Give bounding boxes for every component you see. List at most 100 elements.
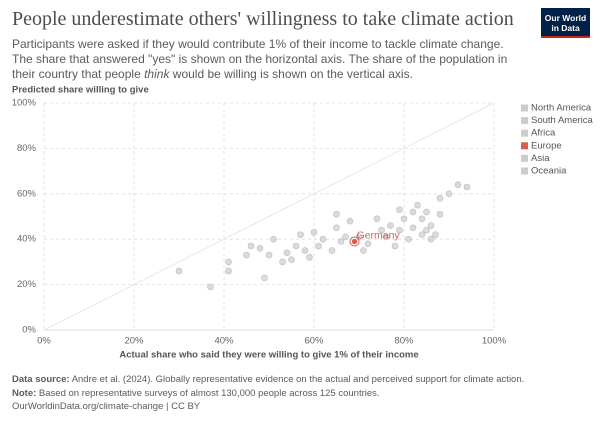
note-label: Note:	[12, 387, 37, 399]
x-tick-label: 20%	[124, 336, 144, 347]
point[interactable]	[463, 183, 471, 191]
reference-line	[43, 102, 495, 331]
point[interactable]	[247, 242, 255, 250]
point-label: Germany	[357, 229, 401, 241]
legend-label[interactable]: North America	[531, 103, 592, 114]
y-tick-label: 20%	[17, 279, 37, 290]
point[interactable]	[382, 233, 390, 241]
legend-swatch[interactable]	[521, 104, 528, 112]
point[interactable]	[432, 231, 439, 238]
point[interactable]	[333, 210, 340, 218]
legend-label[interactable]: Europe	[531, 140, 562, 151]
point[interactable]	[261, 274, 268, 282]
chart: Predicted share willing to give Actual s…	[12, 85, 594, 361]
point[interactable]	[319, 235, 327, 243]
source: Data source: Andre et al. (2024). Global…	[12, 373, 524, 387]
point[interactable]	[346, 217, 354, 225]
point[interactable]	[310, 229, 318, 236]
note-text: Based on representative surveys of almos…	[38, 387, 380, 399]
highlight-ring	[349, 236, 360, 247]
point[interactable]	[427, 222, 435, 229]
chart-title: People underestimate others' willingness…	[12, 8, 514, 30]
point[interactable]	[265, 251, 273, 259]
legend-swatch[interactable]	[521, 142, 528, 150]
url[interactable]: OurWorldinData.org/climate-change | CC B…	[12, 401, 201, 412]
point[interactable]	[364, 240, 372, 248]
point[interactable]	[396, 206, 403, 213]
point[interactable]	[288, 256, 295, 263]
point[interactable]	[175, 267, 183, 275]
point[interactable]	[400, 215, 408, 223]
footer: Data source: Andre et al. (2024). Global…	[12, 373, 524, 414]
legend-label[interactable]: Africa	[531, 128, 556, 139]
subtitle-text: Participants were asked if they would co…	[12, 37, 508, 81]
point[interactable]	[283, 249, 291, 257]
legend-label[interactable]: Asia	[531, 153, 550, 164]
source-label: Data source:	[12, 374, 70, 385]
legend-swatch[interactable]	[521, 154, 528, 162]
x-axis-title: Actual share who said they were willing …	[119, 350, 418, 361]
point[interactable]	[243, 251, 250, 259]
y-tick-label: 100%	[12, 98, 37, 109]
point[interactable]	[418, 215, 426, 223]
source-text: Andre et al. (2024). Globally representa…	[71, 374, 525, 385]
point[interactable]	[391, 242, 399, 250]
point[interactable]	[315, 242, 322, 250]
point[interactable]	[396, 226, 403, 234]
logo-text: Our World	[544, 13, 587, 23]
point[interactable]	[328, 247, 336, 254]
subtitle-text: would be willing is shown on the vertica…	[169, 67, 413, 81]
point[interactable]	[333, 224, 340, 232]
legend-label[interactable]: South America	[531, 115, 593, 126]
note: Note: Based on representative surveys of…	[12, 387, 524, 401]
point[interactable]	[225, 258, 232, 266]
point[interactable]	[409, 208, 417, 216]
point[interactable]	[423, 208, 430, 216]
point[interactable]	[292, 242, 300, 250]
y-tick-label: 80%	[17, 143, 37, 154]
logo-text: in Data	[551, 23, 580, 33]
point[interactable]	[225, 267, 232, 275]
point[interactable]	[414, 201, 421, 209]
legend-label[interactable]: Oceania	[531, 166, 567, 177]
point[interactable]	[256, 244, 264, 252]
subtitle: Participants were asked if they would co…	[12, 37, 522, 82]
point[interactable]	[445, 190, 453, 198]
point[interactable]	[409, 224, 417, 232]
y-tick-label: 60%	[17, 188, 37, 199]
point[interactable]	[351, 238, 358, 245]
point[interactable]	[418, 231, 426, 238]
logo[interactable]: Our World in Data	[541, 8, 590, 38]
point[interactable]	[360, 247, 367, 254]
point[interactable]	[297, 231, 304, 238]
x-tick-label: 60%	[304, 336, 324, 347]
point[interactable]	[436, 195, 444, 202]
point[interactable]	[306, 254, 313, 261]
subtitle-emphasis: think	[144, 67, 170, 81]
x-tick-label: 80%	[394, 336, 414, 347]
point[interactable]	[423, 226, 430, 234]
point[interactable]	[342, 233, 349, 241]
x-tick-label: 40%	[214, 336, 234, 347]
point[interactable]	[405, 235, 412, 243]
x-tick-label: 0%	[37, 336, 51, 347]
legend-swatch[interactable]	[521, 117, 528, 125]
point[interactable]	[427, 235, 435, 243]
point[interactable]	[387, 222, 394, 229]
point[interactable]	[207, 283, 214, 291]
point[interactable]	[436, 210, 444, 218]
y-tick-label: 40%	[17, 234, 37, 245]
point[interactable]	[301, 247, 309, 254]
point[interactable]	[270, 235, 277, 243]
point[interactable]	[337, 238, 345, 245]
point[interactable]	[454, 181, 462, 189]
y-tick-label: 0%	[22, 325, 36, 336]
x-tick-label: 100%	[482, 336, 507, 347]
point[interactable]	[373, 215, 381, 223]
legend-swatch[interactable]	[521, 129, 528, 137]
point[interactable]	[378, 226, 385, 234]
legend-swatch[interactable]	[521, 167, 528, 175]
y-axis-title: Predicted share willing to give	[12, 85, 149, 96]
point[interactable]	[279, 258, 286, 266]
